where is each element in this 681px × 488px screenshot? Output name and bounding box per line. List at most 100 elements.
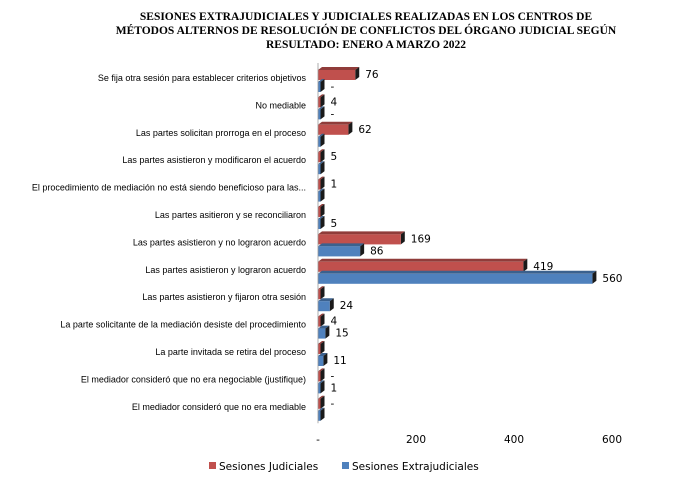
data-label-sesiones-judiciales-7: 169 (411, 233, 431, 245)
bar-side-face (320, 133, 325, 147)
bar-sesiones-extrajudiciales-5 (318, 188, 325, 202)
plot-area: Se fija otra sesión para establecer crit… (32, 67, 622, 421)
bar-side-face (320, 161, 325, 175)
data-label-sesiones-judiciales-2: 4 (331, 96, 338, 108)
category-label-12: El mediador consideró que no era negocia… (81, 374, 306, 384)
bar-sesiones-extrajudiciales-13 (318, 407, 325, 421)
bar-front-face (318, 82, 321, 92)
data-label-sesiones-extrajudiciales-10: 15 (335, 328, 348, 340)
bar-sesiones-judiciales-8 (318, 258, 528, 272)
bar-top-face (318, 298, 334, 302)
bar-sesiones-judiciales-2 (318, 94, 325, 108)
bar-top-face (318, 204, 325, 207)
bar-side-face (348, 121, 353, 135)
bar-sesiones-judiciales-13 (318, 395, 325, 409)
legend-label-judiciales: Sesiones Judiciales (219, 461, 318, 473)
bar-top-face (318, 67, 360, 70)
category-label-13: El mediador consideró que no era mediabl… (132, 402, 306, 412)
bar-top-face (318, 106, 325, 110)
bar-side-face (320, 313, 325, 327)
data-label-sesiones-judiciales-3: 62 (358, 124, 371, 136)
bar-front-face (318, 97, 321, 108)
bar-top-face (318, 353, 328, 356)
bar-top-face (318, 258, 528, 262)
bar-side-face (329, 298, 334, 312)
bar-sesiones-extrajudiciales-2 (318, 106, 325, 120)
bar-top-face (318, 188, 325, 192)
bar-sesiones-judiciales-3 (318, 121, 353, 135)
chart-title-line-2: MÉTODOS ALTERNOS DE RESOLUCIÓN DE CONFLI… (116, 23, 617, 37)
category-label-5: El procedimiento de mediación no está si… (32, 183, 306, 193)
bar-side-face (592, 270, 597, 284)
bar-front-face (318, 124, 349, 135)
bar-front-face (318, 164, 321, 175)
bar-front-face (318, 219, 321, 229)
x-axis: - 200 400 600 (316, 63, 622, 446)
x-tick-label-3: 400 (504, 434, 524, 446)
bar-front-face (318, 191, 321, 202)
bar-top-face (318, 161, 325, 165)
bar-front-face (318, 136, 321, 147)
bar-top-face (318, 94, 325, 98)
bar-side-face (320, 176, 325, 190)
bar-front-face (318, 179, 321, 190)
category-label-6: Las partes asitieron y se reconciliaron (155, 210, 306, 220)
bar-front-face (318, 70, 356, 80)
bar-front-face (318, 261, 524, 272)
category-label-7: Las partes asistieron y no lograron acue… (133, 237, 306, 247)
bar-front-face (318, 234, 401, 245)
bar-front-face (318, 356, 324, 366)
data-label-sesiones-judiciales-10: 4 (331, 316, 338, 328)
bar-front-face (318, 152, 321, 163)
category-label-9: Las partes asistieron y fijaron otra ses… (142, 292, 306, 302)
data-label-sesiones-judiciales-8: 419 (533, 261, 553, 273)
bar-front-face (318, 109, 321, 120)
bar-sesiones-judiciales-6 (318, 204, 325, 217)
bar-side-face (320, 106, 325, 120)
data-label-sesiones-judiciales-1: 76 (365, 69, 379, 81)
bar-side-face (355, 67, 360, 80)
data-label-sesiones-extrajudiciales-6: 5 (331, 218, 338, 230)
bar-top-face (318, 325, 330, 329)
bar-front-face (318, 328, 326, 339)
legend-label-extrajudiciales: Sesiones Extrajudiciales (352, 461, 479, 473)
bar-side-face (320, 149, 325, 163)
bar-side-face (320, 380, 325, 394)
data-label-sesiones-extrajudiciales-12: 1 (331, 382, 338, 394)
bar-front-face (318, 398, 321, 409)
bar-sesiones-extrajudiciales-6 (318, 216, 325, 229)
bar-side-face (360, 243, 365, 257)
bar-side-face (320, 188, 325, 202)
bar-sesiones-judiciales-11 (318, 341, 325, 354)
bar-sesiones-extrajudiciales-3 (318, 133, 325, 147)
bar-sesiones-judiciales-4 (318, 149, 325, 163)
bar-front-face (318, 371, 321, 382)
bar-front-face (318, 301, 330, 312)
bar-front-face (318, 410, 321, 421)
bar-front-face (318, 316, 321, 327)
data-label-sesiones-judiciales-4: 5 (331, 151, 338, 163)
bar-sesiones-extrajudiciales-7 (318, 243, 365, 257)
x-tick-label-1: - (316, 434, 320, 446)
x-tick-label-2: 200 (406, 434, 426, 446)
category-label-11: La parte invitada se retira del proceso (155, 347, 306, 357)
bar-top-face (318, 79, 325, 82)
bar-top-face (318, 270, 597, 274)
bar-side-face (320, 407, 325, 421)
bar-top-face (318, 121, 353, 125)
bar-sesiones-judiciales-5 (318, 176, 325, 190)
bar-side-face (320, 204, 325, 217)
bar-side-face (320, 94, 325, 108)
bar-top-face (318, 149, 325, 153)
bar-sesiones-extrajudiciales-10 (318, 325, 330, 339)
bar-sesiones-judiciales-10 (318, 313, 325, 327)
bar-side-face (400, 231, 405, 245)
bar-top-face (318, 380, 325, 384)
bar-sesiones-extrajudiciales-12 (318, 380, 325, 394)
bar-sesiones-extrajudiciales-9 (318, 298, 334, 312)
bar-top-face (318, 216, 325, 219)
bar-top-face (318, 176, 325, 180)
category-label-1: Se fija otra sesión para establecer crit… (98, 73, 307, 83)
data-label-sesiones-judiciales-5: 1 (331, 179, 338, 191)
